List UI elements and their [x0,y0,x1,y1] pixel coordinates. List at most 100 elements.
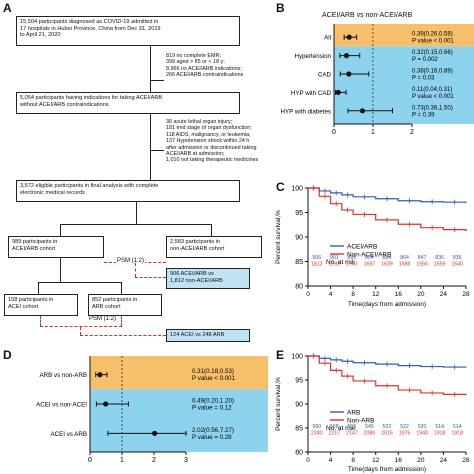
panel-label-d: D [3,348,12,362]
x-tick-label: 8 [351,457,355,464]
row-label: All [324,35,331,42]
y-axis-label: Percent survival,% [275,210,282,264]
risk-value: 901 [330,255,339,261]
psm-line-2 [40,326,122,327]
risk-value: 2086 [364,431,376,437]
flow-box-eligible: 3,572 eligible participants in final ana… [16,180,240,202]
risk-value: 1559 [434,262,446,268]
risk-value: 545 [365,424,374,430]
x-axis-label: Time(days from admission) [348,301,426,308]
row-label: ARB vs non-ARB [40,372,87,379]
survival-curve-0 [308,355,467,368]
p-value-text: P = 0.39 [412,112,435,118]
legend-label: Non-ACEI/ARB [347,252,391,259]
risk-value: 864 [400,255,409,261]
x-tick-label: 8 [351,291,355,298]
y-tick-label: 85 [295,259,303,266]
risk-value: 1918 [451,431,463,437]
risk-value: 1975 [399,431,411,437]
x-tick-label: 0 [332,129,336,136]
risk-value: 836 [435,255,444,261]
ci-text: 0.32(0.15,0.66) [412,50,453,56]
risk-value: 1639 [381,262,393,268]
flow-connector [150,80,164,81]
flow-connector [38,282,122,283]
x-tick-label: 4 [329,291,333,298]
ci-text: 0.49(0.20,1.20) [192,398,234,405]
y-tick-label: 100 [291,186,303,193]
y-tick-label: 85 [295,426,303,433]
psm-label-1: PSM (1:2) [116,258,146,264]
risk-value: 1812 [311,262,323,268]
risk-value: 2217 [329,431,341,437]
risk-value: 1556 [416,262,428,268]
x-tick-label: 24 [440,291,448,298]
ci-text: 0.39(0.26,0.58) [412,32,453,38]
row-label: HYP with CAD [291,90,332,97]
flow-connector [150,150,164,151]
y-tick-label: 95 [295,378,303,385]
risk-value: 560 [312,424,321,430]
risk-value: 906 [312,255,321,261]
flow-exclusion-1: 819 no complete EMR; 399 aged > 85 or < 1… [166,53,244,79]
km-plot-c: 80 85 90 95 100 0 4 8 12 16 20 24 28 Percent survival… [275,185,470,308]
flow-connector [60,224,61,236]
row-label: HYP with diabetes [281,108,331,115]
risk-value: 2240 [311,431,323,437]
flow-connector [150,46,151,192]
flow-connector [60,224,212,225]
x-tick-label: 20 [417,291,425,298]
p-value-text: P = 0.002 [412,57,438,63]
legend-label: ACEI/ARB [347,244,377,251]
y-tick-label: 90 [295,402,303,409]
x-tick-label: 4 [329,457,333,464]
risk-value: 894 [365,255,374,261]
risk-value: 2015 [381,431,393,437]
y-axis-label: Percent survival,% [275,377,282,431]
risk-value: 884 [383,255,392,261]
x-tick-label: 0 [306,291,310,298]
point-estimate [97,372,103,378]
flow-box-non-aceiarb-cohort: 2,583 participants in non-ACEI/ARB cohort [166,236,262,258]
panel-label-b: B [276,1,285,15]
x-tick-label: 3 [184,457,188,464]
flow-box-matched-1: 906 ACEI/ARB vs 1,812 non-ACEI/ARB [166,268,250,289]
risk-value: 555 [348,424,357,430]
x-tick-label: 16 [395,291,403,298]
flow-box-admitted: 15,504 participants diagnosed as COVID-1… [16,16,240,46]
risk-value: 1540 [451,262,463,268]
risk-value: 520 [418,424,427,430]
x-tick-label: 12 [372,291,380,298]
x-tick-label: 12 [372,457,380,464]
risk-value: 895 [348,255,357,261]
y-tick-label: 95 [295,210,303,217]
x-axis-label: Time(days from admission) [348,466,426,473]
panel-label-a: A [3,1,12,15]
row-label: CAD [318,72,332,79]
x-tick-label: 16 [395,457,403,464]
risk-value: 2147 [346,431,358,437]
flow-box-matched-2: 124 ACEI vs 248 ARB [166,329,250,342]
y-tick-label: 90 [295,235,303,242]
x-tick-label: 1 [120,457,124,464]
x-tick-label: 1 [371,129,375,136]
risk-table-title: No. at risk [326,259,356,266]
risk-value: 1588 [399,262,411,268]
bg-band-overall [334,24,474,47]
ci-text: 0.31(0.18,0.53) [192,368,234,375]
risk-value: 522 [400,424,409,430]
point-estimate [103,401,109,407]
legend-label: ARB [347,410,360,417]
p-value-text: P value < 0.001 [192,375,236,382]
p-value-text: P value < 0.001 [412,94,454,100]
point-estimate [346,71,352,77]
km-plot-e: 80 85 90 95 100 0 4 8 12 16 20 24 28 Percent survival… [275,353,470,473]
flow-box-aceiarb-cohort: 989 participants in ACEI/ARB cohort [8,236,104,258]
legend-label: Non-ARB [347,418,374,425]
row-label: Hypertension [295,53,332,60]
x-tick-label: 0 [306,457,310,464]
risk-value: 1741 [346,262,358,268]
x-tick-label: 2 [410,129,414,136]
psm-label-2: PSM (1:2) [88,316,118,322]
